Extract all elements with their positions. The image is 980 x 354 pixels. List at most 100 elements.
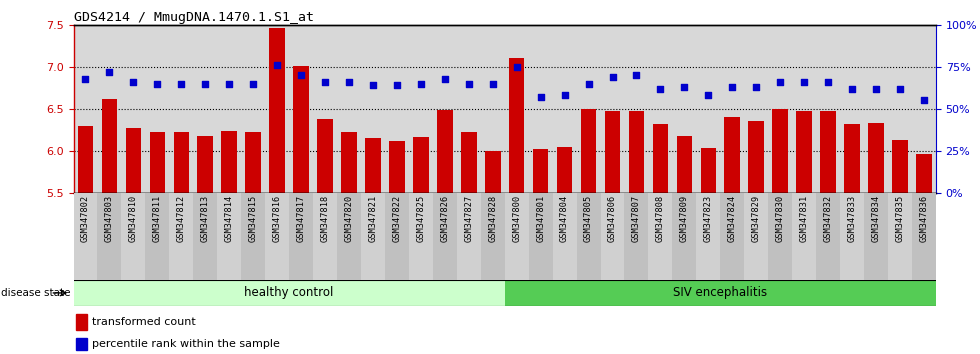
Bar — [820, 112, 836, 193]
Text: GSM347816: GSM347816 — [272, 195, 281, 242]
Text: GSM347831: GSM347831 — [800, 195, 808, 242]
Bar — [749, 121, 764, 193]
Bar — [868, 123, 884, 193]
Text: GSM347809: GSM347809 — [680, 195, 689, 242]
Point — [628, 72, 644, 78]
Text: GSM347818: GSM347818 — [320, 195, 329, 242]
Bar — [481, 193, 505, 280]
Point — [916, 98, 932, 103]
Text: transformed count: transformed count — [92, 317, 196, 327]
Bar — [557, 147, 572, 193]
Bar — [912, 193, 936, 280]
Bar — [76, 314, 86, 330]
Point — [150, 81, 166, 86]
Text: GSM347807: GSM347807 — [632, 195, 641, 242]
Text: GSM347827: GSM347827 — [465, 195, 473, 242]
Bar — [221, 131, 237, 193]
Point — [437, 76, 453, 81]
Bar — [509, 58, 524, 193]
Bar — [461, 132, 476, 193]
Bar — [409, 193, 433, 280]
Point — [724, 84, 740, 90]
Bar — [125, 128, 141, 193]
Bar — [720, 193, 744, 280]
Point — [797, 79, 812, 85]
Bar — [74, 193, 97, 280]
Bar — [437, 110, 453, 193]
Text: GSM347828: GSM347828 — [488, 195, 497, 242]
Bar — [173, 132, 189, 193]
Bar — [170, 193, 193, 280]
Point — [461, 81, 476, 86]
Point — [173, 81, 189, 86]
Bar — [145, 193, 170, 280]
Text: GSM347810: GSM347810 — [129, 195, 138, 242]
Bar — [102, 99, 118, 193]
Point — [293, 72, 309, 78]
Text: GSM347801: GSM347801 — [536, 195, 545, 242]
Bar — [697, 193, 720, 280]
Text: GSM347825: GSM347825 — [416, 195, 425, 242]
Bar — [528, 193, 553, 280]
Bar — [916, 154, 932, 193]
Bar — [413, 137, 428, 193]
Point — [270, 62, 285, 68]
Text: GSM347812: GSM347812 — [176, 195, 186, 242]
Point — [605, 74, 620, 80]
Point — [125, 79, 141, 85]
Bar — [724, 117, 740, 193]
Text: GSM347832: GSM347832 — [823, 195, 833, 242]
Bar — [122, 193, 145, 280]
Text: GSM347830: GSM347830 — [776, 195, 785, 242]
Point — [701, 92, 716, 98]
Text: GSM347836: GSM347836 — [919, 195, 928, 242]
Bar — [270, 28, 285, 193]
Text: GSM347814: GSM347814 — [224, 195, 233, 242]
Bar — [77, 126, 93, 193]
Bar — [218, 193, 241, 280]
Bar — [672, 193, 697, 280]
Bar — [701, 148, 716, 193]
Point — [581, 81, 597, 86]
Bar — [864, 193, 888, 280]
Point — [557, 92, 572, 98]
Text: GSM347822: GSM347822 — [392, 195, 402, 242]
Bar — [193, 193, 218, 280]
Bar — [744, 193, 768, 280]
Text: GSM347804: GSM347804 — [561, 195, 569, 242]
Bar — [97, 193, 122, 280]
Bar — [649, 193, 672, 280]
Text: GSM347815: GSM347815 — [249, 195, 258, 242]
Bar — [628, 110, 644, 193]
Point — [892, 86, 907, 91]
Bar — [150, 132, 165, 193]
Point — [820, 79, 836, 85]
Text: healthy control: healthy control — [244, 286, 334, 299]
Text: GSM347811: GSM347811 — [153, 195, 162, 242]
Point — [485, 81, 501, 86]
Text: GSM347829: GSM347829 — [752, 195, 760, 242]
Bar — [293, 66, 309, 193]
Point — [868, 86, 884, 91]
Point — [389, 82, 405, 88]
Text: GSM347834: GSM347834 — [871, 195, 880, 242]
Point — [772, 79, 788, 85]
Bar — [840, 193, 864, 280]
Text: GSM347821: GSM347821 — [368, 195, 377, 242]
Point — [77, 76, 93, 81]
Bar — [676, 136, 692, 193]
Point — [533, 94, 549, 100]
Bar — [601, 193, 624, 280]
Point — [245, 81, 261, 86]
Bar — [485, 151, 501, 193]
Bar — [576, 193, 601, 280]
Bar — [361, 193, 385, 280]
Bar — [313, 193, 337, 280]
Bar — [816, 193, 840, 280]
Bar — [197, 136, 213, 193]
Text: SIV encephalitis: SIV encephalitis — [673, 286, 767, 299]
Point — [341, 79, 357, 85]
Point — [197, 81, 213, 86]
Text: GSM347805: GSM347805 — [584, 195, 593, 242]
Bar — [341, 132, 357, 193]
